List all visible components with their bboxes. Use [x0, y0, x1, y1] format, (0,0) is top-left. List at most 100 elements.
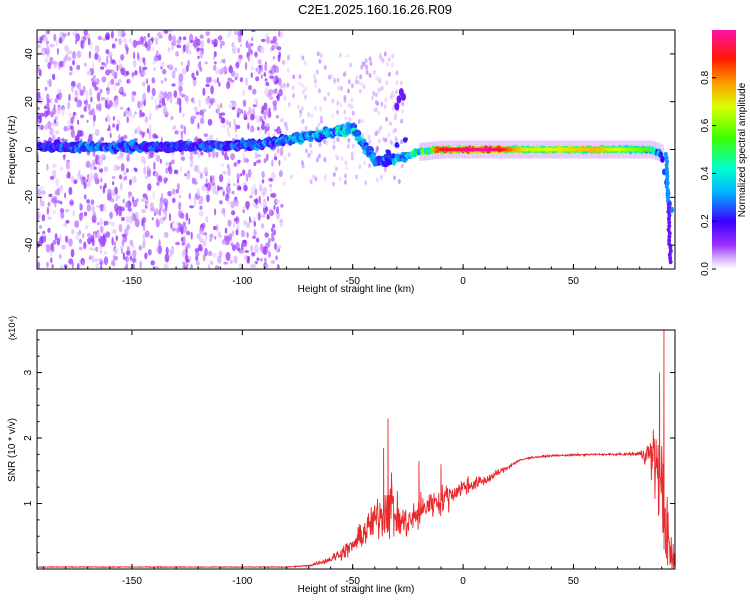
noise-speck [285, 125, 289, 131]
noise-speck [267, 239, 271, 248]
noise-speck [110, 220, 114, 225]
noise-speck [134, 218, 140, 228]
noise-speck [143, 60, 146, 66]
noise-speck [224, 151, 228, 161]
y-tick-label: 40 [24, 48, 35, 60]
noise-speck [59, 166, 64, 171]
noise-speck [218, 186, 224, 191]
noise-speck [314, 105, 318, 111]
noise-speck [216, 224, 219, 232]
noise-speck [250, 113, 255, 121]
noise-speck [93, 114, 96, 122]
noise-speck [277, 54, 281, 62]
noise-speck [99, 244, 103, 250]
noise-speck [197, 244, 203, 251]
noise-speck [131, 94, 135, 103]
noise-speck [111, 69, 115, 76]
noise-speck [52, 239, 57, 245]
noise-speck [126, 246, 130, 251]
noise-speck [323, 96, 327, 102]
noise-speck [227, 178, 231, 185]
noise-speck [147, 183, 152, 191]
noise-speck [394, 89, 398, 95]
y-tick-label: 3 [23, 369, 34, 375]
noise-speck [147, 249, 152, 256]
noise-speck [270, 260, 276, 264]
noise-speck [272, 55, 276, 60]
noise-speck [47, 62, 52, 70]
noise-speck [180, 132, 183, 141]
noise-speck [86, 199, 90, 204]
noise-speck [44, 86, 48, 91]
noise-speck [239, 263, 242, 269]
noise-speck [50, 122, 55, 127]
noise-speck [63, 62, 66, 68]
noise-speck [165, 167, 169, 174]
noise-speck [59, 60, 65, 68]
noise-speck [245, 40, 249, 49]
noise-speck [185, 259, 190, 263]
noise-speck [38, 212, 41, 217]
noise-speck [375, 177, 379, 183]
ridge-core [446, 147, 449, 152]
noise-speck [242, 206, 246, 211]
noise-speck [43, 235, 47, 243]
noise-speck [109, 211, 113, 220]
noise-speck [201, 222, 206, 229]
noise-speck [216, 77, 219, 84]
noise-speck [387, 57, 391, 62]
noise-speck [215, 191, 219, 195]
noise-speck [142, 193, 148, 199]
ridge-core [555, 147, 558, 152]
noise-speck [193, 181, 198, 185]
noise-speck [196, 70, 199, 76]
tail-blob [667, 237, 672, 243]
ridge-core [601, 147, 604, 152]
colorbar-tick-label: 0.8 [700, 70, 711, 84]
noise-speck [154, 171, 159, 177]
noise-speck [241, 249, 245, 253]
noise-speck [238, 186, 242, 191]
ridge-core [433, 147, 436, 152]
ridge-blob [349, 123, 358, 130]
noise-speck [253, 221, 257, 227]
noise-speck [242, 99, 247, 108]
noise-speck [269, 208, 273, 215]
spectrogram-xlabel: Height of straight line (km) [298, 284, 415, 295]
noise-speck [232, 183, 237, 187]
noise-speck [97, 35, 103, 41]
noise-speck [168, 64, 173, 69]
noise-speck [41, 214, 46, 222]
noise-speck [37, 118, 40, 123]
noise-speck [260, 223, 265, 229]
noise-speck [301, 118, 305, 124]
noise-speck [271, 227, 274, 233]
noise-speck [89, 162, 94, 171]
noise-speck [264, 232, 270, 238]
noise-speck [190, 231, 193, 240]
noise-speck [146, 128, 150, 134]
ridge-core [526, 147, 528, 152]
noise-speck [195, 255, 199, 261]
noise-speck [132, 51, 136, 60]
noise-speck [180, 93, 186, 98]
noise-speck [87, 237, 92, 245]
noise-speck [251, 37, 254, 42]
ridge-core [600, 147, 603, 152]
noise-speck [363, 62, 366, 67]
noise-speck [241, 230, 246, 238]
noise-speck [154, 266, 160, 269]
snr-y-multiplier: (x10⁴) [7, 316, 17, 340]
noise-speck [59, 208, 65, 214]
noise-speck [323, 157, 327, 163]
noise-speck [292, 74, 296, 80]
noise-speck [93, 77, 98, 83]
ridge-core [597, 147, 600, 152]
noise-speck [211, 149, 216, 159]
noise-speck [104, 99, 108, 109]
noise-speck [92, 159, 96, 166]
noise-speck [189, 50, 192, 55]
ridge-core [519, 147, 522, 152]
ridge-core [595, 147, 597, 152]
noise-speck [148, 130, 152, 140]
